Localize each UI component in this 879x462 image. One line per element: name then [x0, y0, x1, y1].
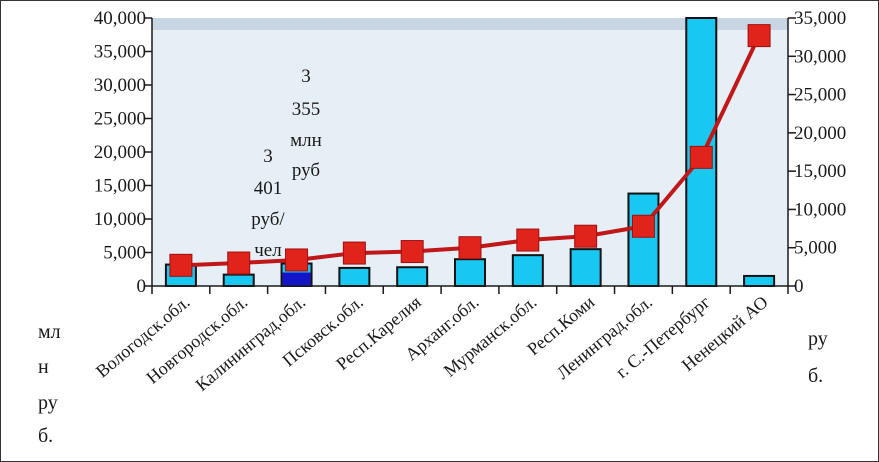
left-tick-label: 10,000 [94, 209, 146, 230]
line-marker-1 [169, 253, 193, 277]
right-axis-unit: ру [808, 328, 828, 350]
right-tick-label: 25,000 [794, 85, 846, 106]
bar-2 [222, 273, 255, 287]
left-tick-label: 20,000 [94, 142, 146, 163]
left-tick-label: 25,000 [94, 109, 146, 130]
bar-7 [511, 254, 544, 287]
right-tick-label: 5,000 [794, 238, 837, 259]
line-marker-2 [227, 251, 251, 275]
left-axis-unit: б. [38, 425, 53, 447]
bar-6 [454, 258, 486, 288]
line-marker-9 [631, 214, 655, 238]
left-tick-label: 35,000 [94, 42, 146, 63]
left-axis-unit: н [38, 356, 49, 378]
line-marker-8 [574, 224, 598, 248]
left-axis-unit: мл [38, 321, 61, 343]
annotation-bar-value: млн [290, 130, 322, 151]
left-tick-label: 15,000 [94, 176, 146, 197]
right-tick-label: 15,000 [794, 161, 846, 182]
right-axis-unit: б. [808, 365, 823, 387]
annotation-line-value: руб/ [251, 209, 285, 230]
line-marker-5 [400, 240, 424, 264]
bar-11 [743, 274, 776, 288]
left-tick-label: 5,000 [103, 243, 146, 264]
annotation-line-value: 401 [254, 178, 283, 199]
bar-4 [338, 266, 371, 288]
left-axis-unit: ру [38, 392, 58, 414]
right-tick-label: 10,000 [794, 199, 846, 220]
line-marker-7 [516, 228, 540, 252]
annotation-bar-value: руб [292, 160, 320, 181]
right-tick-label: 0 [794, 276, 804, 297]
plot-top-band [152, 18, 788, 30]
right-tick-label: 30,000 [794, 46, 846, 67]
category-label: Новгородск.обл. [142, 292, 251, 388]
line-marker-4 [342, 241, 366, 265]
bar-5 [396, 266, 429, 287]
bar-9 [627, 192, 660, 287]
bar-8 [569, 248, 602, 287]
annotation-line-value: чел [254, 240, 282, 261]
annotation-bar-value: 3 [301, 66, 311, 87]
annotation-line-value: 3 [263, 146, 273, 167]
bar-highlight [282, 272, 311, 286]
left-tick-label: 40,000 [94, 8, 146, 29]
right-tick-label: 35,000 [794, 8, 846, 29]
annotation-bar-value: 355 [292, 99, 321, 120]
line-marker-6 [458, 236, 482, 260]
left-tick-label: 0 [137, 276, 147, 297]
right-tick-label: 20,000 [794, 123, 846, 144]
left-tick-label: 30,000 [94, 75, 146, 96]
line-marker-11 [747, 24, 771, 48]
line-marker-10 [689, 145, 713, 169]
line-marker-3 [285, 248, 309, 272]
